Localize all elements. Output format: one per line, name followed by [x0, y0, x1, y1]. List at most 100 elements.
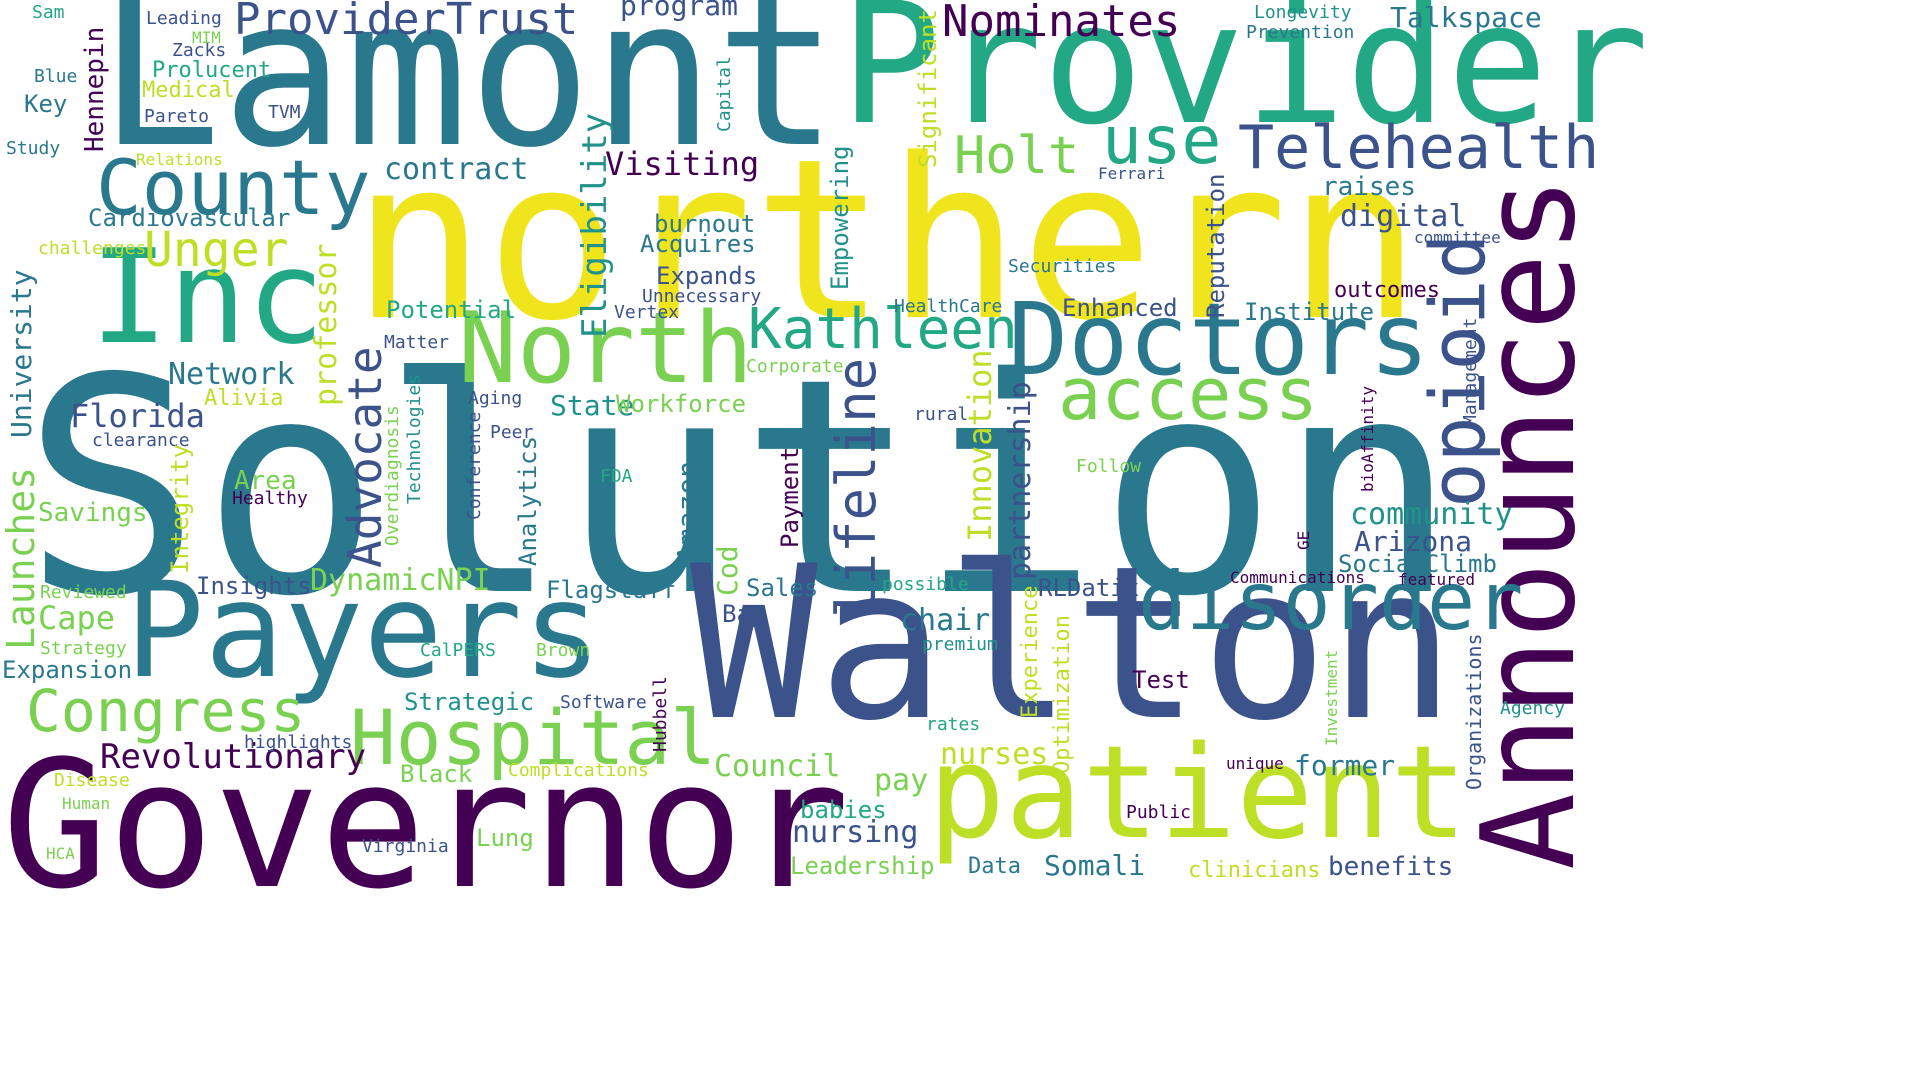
word: highlights [244, 732, 353, 753]
word: Doctors [1008, 281, 1430, 398]
word: Communications [1230, 568, 1365, 587]
word: possible [882, 574, 969, 595]
word: babies [800, 796, 887, 824]
word: Blue [34, 66, 78, 87]
word: Holt [954, 126, 1080, 186]
word: Brown [536, 640, 591, 661]
word: Bay [722, 600, 766, 628]
word: former [1294, 749, 1396, 782]
word: Leading [146, 8, 222, 29]
word: Matter [384, 332, 450, 353]
word: Area [234, 466, 297, 496]
word: Empowering [826, 145, 854, 291]
word: Aging [468, 388, 523, 409]
word: Network [168, 357, 295, 392]
word: pay [874, 763, 929, 798]
word: Prolucent [152, 58, 272, 83]
word: Prevention [1246, 22, 1355, 43]
word: Securities [1008, 256, 1117, 277]
word: partnership [1003, 381, 1038, 580]
word: Insights [196, 572, 312, 600]
word: Launches [0, 466, 43, 650]
word: Council [714, 749, 841, 784]
word: Significant [914, 9, 942, 168]
word: RLDatix [1038, 574, 1140, 602]
word: Enhanced [1062, 294, 1178, 322]
word: access [1058, 352, 1319, 436]
word: Florida [70, 397, 205, 435]
word: Cod [711, 545, 744, 596]
word: Test [1132, 666, 1190, 694]
word: Sam [32, 2, 65, 23]
word: North [458, 292, 754, 406]
word: Virginia [362, 836, 449, 857]
word: TVM [268, 102, 301, 123]
word: Black [400, 760, 473, 788]
word: SocialClimb [1338, 550, 1497, 578]
word: burnout [654, 210, 756, 238]
word: Strategic [404, 688, 535, 716]
word: Alivia [204, 386, 284, 411]
word: Agency [1500, 698, 1566, 719]
word: digital [1340, 199, 1467, 234]
word: Investment [1322, 649, 1341, 746]
word: Technologies [404, 373, 425, 504]
word: community [1350, 497, 1513, 532]
word: Inc [90, 221, 325, 373]
word: Ferrari [1098, 164, 1166, 183]
word: Optimization [1050, 615, 1075, 774]
word: unique [1226, 754, 1284, 773]
word: Key [24, 90, 68, 118]
word: Workforce [616, 390, 747, 418]
word: Arizona [1354, 525, 1473, 558]
word: Software [560, 692, 647, 713]
word: Management [1460, 317, 1481, 426]
word: premium [922, 634, 998, 655]
word: disorder [1138, 555, 1524, 648]
word: Sales [746, 574, 819, 602]
word: Organizations [1462, 633, 1486, 790]
word: committee [1414, 228, 1501, 247]
word: Provider [840, 0, 1650, 162]
word: Eligibility [575, 112, 615, 338]
word: Study [6, 138, 61, 159]
word: Hospital [350, 693, 717, 782]
word: ProviderTrust [234, 0, 579, 45]
word: Unnecessary [642, 286, 762, 307]
word: use [1102, 102, 1222, 179]
word: Zacks [172, 40, 227, 61]
word: Expansion [2, 656, 133, 684]
word: FDA [600, 466, 633, 487]
word: Reviewed [40, 582, 127, 603]
word: Talkspace [1390, 1, 1542, 34]
word: Public [1126, 802, 1192, 823]
word: Flagstaff [546, 576, 677, 604]
word: Unger [144, 222, 289, 278]
word: bioAffinity [1358, 386, 1377, 492]
word: Overdiagnosis [382, 405, 403, 546]
word: Disease [54, 770, 130, 791]
word: Hubbell [650, 676, 671, 752]
word: Savings [38, 498, 148, 528]
word: Potential [386, 296, 517, 324]
word: nurses [940, 737, 1049, 772]
word: Pareto [144, 106, 210, 127]
word: benefits [1328, 852, 1454, 882]
word: Expands [656, 262, 758, 290]
word: Complications [508, 760, 649, 781]
word: County [96, 143, 371, 232]
word: clearance [92, 430, 190, 451]
word: Conference [464, 411, 485, 520]
word: northern [352, 112, 1422, 370]
word: Nominates [942, 0, 1181, 47]
word: Healthy [232, 488, 308, 509]
word: Lamont [98, 0, 839, 193]
word: Analytics [514, 435, 542, 566]
word: Vertex [614, 302, 680, 323]
word: Congress [26, 677, 306, 745]
word: rural [914, 404, 969, 425]
word: GE [1294, 530, 1313, 550]
word: Follow [1076, 456, 1142, 477]
word: CalPERS [420, 640, 496, 661]
